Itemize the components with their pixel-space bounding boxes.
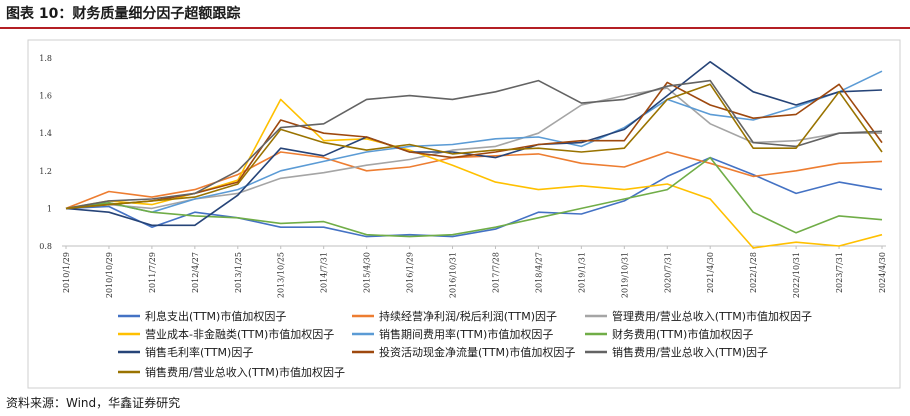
x-tick-label: 2020/7/31 bbox=[663, 252, 672, 293]
x-tick-label: 2013/1/25 bbox=[234, 252, 243, 293]
x-tick-label: 2021/4/30 bbox=[706, 252, 715, 293]
source-note: 资料来源：Wind，华鑫证券研究 bbox=[6, 396, 181, 410]
x-tick-label: 2022/10/31 bbox=[792, 252, 801, 298]
legend-label: 财务费用(TTM)市值加权因子 bbox=[612, 327, 753, 341]
series-line-2 bbox=[65, 151, 883, 210]
x-tick-label: 2011/7/29 bbox=[148, 252, 157, 293]
x-tick-label: 2018/4/27 bbox=[534, 252, 543, 293]
x-tick-label: 2019/10/31 bbox=[620, 252, 629, 298]
legend-label: 营业成本-非金融类(TTM)市值加权因子 bbox=[145, 327, 334, 341]
y-tick-label: 1.2 bbox=[39, 167, 52, 176]
series-line-1 bbox=[65, 156, 883, 238]
line-chart: 0.8 1 1.2 1.4 1.6 1.8 2010/1/29 2010/10/29 2011… bbox=[27, 39, 901, 389]
series-line-10 bbox=[65, 83, 883, 210]
chart-border bbox=[27, 39, 901, 389]
legend-label: 销售费用/营业总收入(TTM)因子 bbox=[612, 345, 768, 359]
legend-label: 投资活动现金净流量(TTM)市值加权因子 bbox=[379, 345, 575, 359]
y-tick-label: 0.8 bbox=[39, 242, 52, 251]
title-underline bbox=[0, 27, 910, 29]
x-tick-label: 2017/7/28 bbox=[491, 252, 500, 293]
legend-label: 销售毛利率(TTM)因子 bbox=[145, 345, 253, 359]
x-tick-label: 2013/10/25 bbox=[277, 252, 286, 298]
series-line-6 bbox=[65, 156, 883, 238]
x-tick-label: 2016/10/31 bbox=[449, 252, 458, 298]
x-tick-label: 2010/10/29 bbox=[105, 252, 114, 298]
x-tick-label: 2015/4/30 bbox=[363, 252, 372, 293]
y-tick-label: 1.6 bbox=[39, 92, 52, 101]
x-tick-label: 2019/1/31 bbox=[577, 252, 586, 293]
x-tick-label: 2014/7/31 bbox=[320, 252, 329, 293]
x-tick-label: 2023/7/31 bbox=[835, 252, 844, 293]
legend-label: 销售期间费用率(TTM)市值加权因子 bbox=[379, 327, 553, 341]
legend-label: 销售费用/营业总收入(TTM)市值加权因子 bbox=[145, 365, 345, 379]
legend-label: 持续经营净利润/税后利润(TTM)因子 bbox=[379, 309, 557, 323]
series-line-8 bbox=[65, 81, 883, 210]
y-tick-label: 1.8 bbox=[39, 54, 52, 63]
x-tick-label: 2022/1/28 bbox=[749, 252, 758, 293]
series-line-9 bbox=[65, 79, 883, 210]
series-line-5 bbox=[65, 70, 883, 213]
page-title: 图表 10：财务质量细分因子超额跟踪 bbox=[6, 6, 241, 22]
x-tick-label: 2024/4/30 bbox=[878, 252, 887, 293]
x-tick-label: 2012/4/27 bbox=[191, 252, 200, 293]
x-tick-label: 2016/1/29 bbox=[406, 252, 415, 293]
legend-label: 管理费用/营业总收入(TTM)市值加权因子 bbox=[612, 309, 812, 323]
y-tick-label: 1.4 bbox=[39, 129, 52, 138]
x-tick-label: 2010/1/29 bbox=[62, 252, 71, 293]
legend-label: 利息支出(TTM)市值加权因子 bbox=[145, 309, 286, 323]
y-tick-label: 1 bbox=[47, 204, 52, 213]
